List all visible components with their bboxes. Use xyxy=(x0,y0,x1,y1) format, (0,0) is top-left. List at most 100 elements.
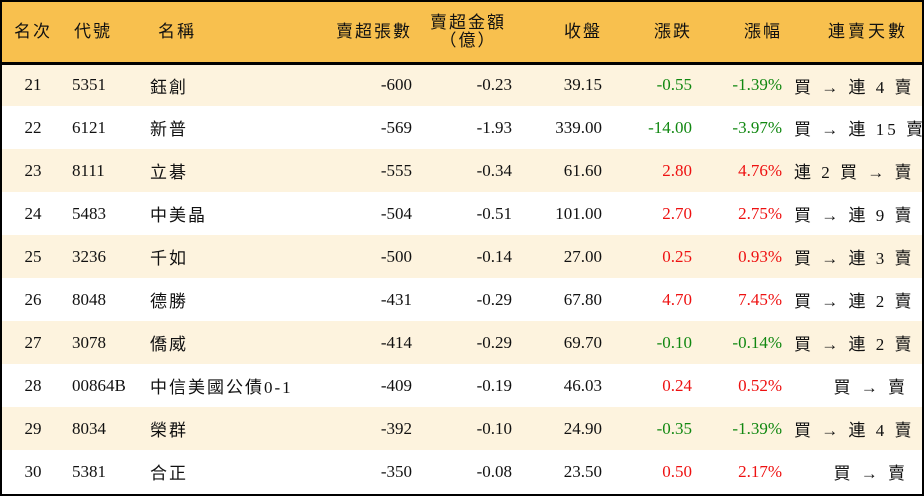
header-change[interactable]: 漲跌 xyxy=(614,2,704,65)
cell-net-sell-amount: -0.23 xyxy=(476,75,512,95)
table-row: 26 8048 德勝 -431 -0.29 67.80 4.70 7.45% 買… xyxy=(2,278,922,321)
table-row: 28 00864B 中信美國公債0-1 -409 -0.19 46.03 0.2… xyxy=(2,364,922,407)
cell-name[interactable]: 新普 xyxy=(150,120,188,139)
cell-close: 23.50 xyxy=(563,461,602,481)
cell-streak: 買 → 連 9 賣 xyxy=(794,206,915,225)
cell-net-sell-amount: -0.14 xyxy=(476,246,512,266)
header-name[interactable]: 名稱 xyxy=(144,2,324,65)
cell-streak: 買 → 賣 xyxy=(833,464,908,483)
cell-change: -0.55 xyxy=(656,75,692,95)
cell-code[interactable]: 3236 xyxy=(72,246,106,266)
cell-rank: 21 xyxy=(24,75,42,95)
cell-rank: 23 xyxy=(24,160,42,180)
table-row: 24 5483 中美晶 -504 -0.51 101.00 2.70 2.75%… xyxy=(2,192,922,235)
cell-streak: 買 → 連 4 賣 xyxy=(794,77,915,97)
cell-close: 339.00 xyxy=(555,117,602,137)
header-rank[interactable]: 名次 xyxy=(2,2,64,65)
cell-close: 24.90 xyxy=(563,418,602,438)
cell-close: 69.70 xyxy=(563,332,602,352)
cell-rank: 22 xyxy=(24,117,42,137)
cell-close: 27.00 xyxy=(563,246,602,266)
cell-streak: 買 → 連 15 賣 xyxy=(794,120,924,139)
cell-change-pct: 2.17% xyxy=(738,461,782,481)
cell-code[interactable]: 3078 xyxy=(72,332,106,352)
cell-net-sell-amount: -0.34 xyxy=(476,160,512,180)
header-streak[interactable]: 連賣天數 xyxy=(794,2,922,65)
cell-change: 0.25 xyxy=(662,246,692,266)
cell-net-sell-amount: -1.93 xyxy=(476,117,512,137)
header-net-sell-lots[interactable]: 賣超張數 xyxy=(324,2,424,65)
cell-streak: 買 → 連 4 賣 xyxy=(794,421,915,440)
cell-rank: 24 xyxy=(24,203,42,223)
cell-name[interactable]: 立碁 xyxy=(150,163,188,182)
cell-code[interactable]: 5351 xyxy=(72,75,106,95)
cell-change-pct: -0.14% xyxy=(732,332,782,352)
cell-change-pct: 7.45% xyxy=(738,289,782,309)
cell-net-sell-lots: -414 xyxy=(380,332,412,352)
cell-name[interactable]: 千如 xyxy=(150,249,188,268)
cell-change: 2.80 xyxy=(662,160,692,180)
header-code[interactable]: 代號 xyxy=(64,2,144,65)
table-header-row: 名次 代號 名稱 賣超張數 賣超金額 （億） 收盤 漲跌 漲幅 連賣天數 xyxy=(2,2,922,65)
cell-name[interactable]: 鈺創 xyxy=(150,77,188,97)
cell-change: -0.35 xyxy=(656,418,692,438)
cell-net-sell-lots: -504 xyxy=(380,203,412,223)
cell-code[interactable]: 5483 xyxy=(72,203,106,223)
cell-change: -0.10 xyxy=(656,332,692,352)
cell-code[interactable]: 8111 xyxy=(72,160,105,180)
cell-net-sell-lots: -600 xyxy=(380,75,412,95)
table-row: 21 5351 鈺創 -600 -0.23 39.15 -0.55 -1.39%… xyxy=(2,63,922,106)
cell-rank: 29 xyxy=(24,418,42,438)
cell-code[interactable]: 8048 xyxy=(72,289,106,309)
cell-rank: 27 xyxy=(24,332,42,352)
header-net-sell-amount[interactable]: 賣超金額 （億） xyxy=(424,2,524,65)
table-row: 29 8034 榮群 -392 -0.10 24.90 -0.35 -1.39%… xyxy=(2,407,922,450)
cell-net-sell-lots: -500 xyxy=(380,246,412,266)
cell-change-pct: 0.93% xyxy=(738,246,782,266)
cell-code[interactable]: 00864B xyxy=(72,375,126,395)
cell-name[interactable]: 中美晶 xyxy=(150,206,207,225)
cell-streak: 買 → 連 2 賣 xyxy=(794,292,915,311)
cell-change-pct: 4.76% xyxy=(738,160,782,180)
cell-code[interactable]: 5381 xyxy=(72,461,106,481)
table-row: 22 6121 新普 -569 -1.93 339.00 -14.00 -3.9… xyxy=(2,106,924,149)
header-change-pct[interactable]: 漲幅 xyxy=(704,2,794,65)
cell-change: 4.70 xyxy=(662,289,692,309)
header-net-sell-amount-line1: 賣超金額 xyxy=(430,12,506,32)
table-row: 30 5381 合正 -350 -0.08 23.50 0.50 2.17% 買… xyxy=(2,450,922,493)
cell-net-sell-lots: -350 xyxy=(380,461,412,481)
cell-net-sell-amount: -0.51 xyxy=(476,203,512,223)
table-body: 21 5351 鈺創 -600 -0.23 39.15 -0.55 -1.39%… xyxy=(2,63,924,493)
cell-rank: 26 xyxy=(24,289,42,309)
cell-name[interactable]: 中信美國公債0-1 xyxy=(150,378,293,397)
cell-rank: 30 xyxy=(24,461,42,481)
cell-close: 67.80 xyxy=(563,289,602,309)
cell-change: 0.50 xyxy=(662,461,692,481)
cell-name[interactable]: 德勝 xyxy=(150,292,188,311)
cell-change-pct: -3.97% xyxy=(732,117,782,137)
cell-code[interactable]: 6121 xyxy=(72,117,106,137)
cell-change-pct: -1.39% xyxy=(732,75,782,95)
cell-rank: 25 xyxy=(24,246,42,266)
cell-streak: 買 → 賣 xyxy=(833,378,908,397)
cell-close: 46.03 xyxy=(563,375,602,395)
header-net-sell-amount-line2: （億） xyxy=(439,30,497,50)
cell-net-sell-amount: -0.29 xyxy=(476,332,512,352)
cell-change-pct: 2.75% xyxy=(738,203,782,223)
cell-change: -14.00 xyxy=(648,117,692,137)
cell-code[interactable]: 8034 xyxy=(72,418,106,438)
cell-change: 2.70 xyxy=(662,203,692,223)
header-close[interactable]: 收盤 xyxy=(524,2,614,65)
cell-name[interactable]: 合正 xyxy=(150,464,188,483)
table-row: 23 8111 立碁 -555 -0.34 61.60 2.80 4.76% 連… xyxy=(2,149,922,192)
cell-net-sell-amount: -0.29 xyxy=(476,289,512,309)
cell-net-sell-lots: -569 xyxy=(380,117,412,137)
table-row: 25 3236 千如 -500 -0.14 27.00 0.25 0.93% 買… xyxy=(2,235,922,278)
cell-close: 61.60 xyxy=(563,160,602,180)
cell-net-sell-lots: -392 xyxy=(380,418,412,438)
cell-name[interactable]: 僑威 xyxy=(150,335,188,354)
cell-change: 0.24 xyxy=(662,375,692,395)
cell-name[interactable]: 榮群 xyxy=(150,421,188,440)
